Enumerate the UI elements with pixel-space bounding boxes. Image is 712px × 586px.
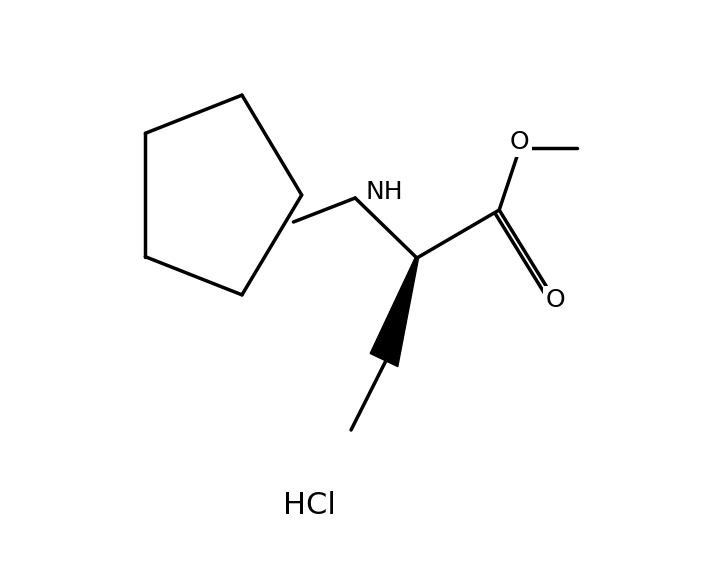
Text: NH: NH [366, 180, 404, 204]
Text: O: O [545, 288, 565, 312]
Text: O: O [510, 130, 530, 154]
Polygon shape [370, 257, 419, 367]
Text: HCl: HCl [283, 490, 336, 520]
